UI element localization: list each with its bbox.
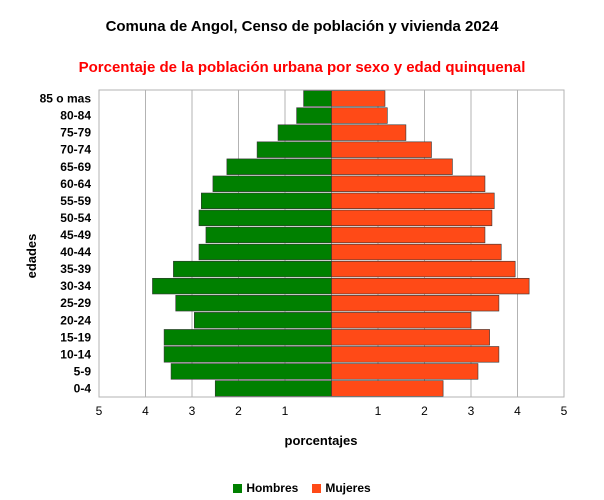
bar-mujeres-65-69 [331,158,453,175]
bar-hombres-35-39 [173,260,332,278]
legend-label-mujeres: Mujeres [325,481,371,495]
bar-hombres-5-9 [170,363,332,380]
category-label: 60-64 [60,177,91,191]
bar-hombres-20-24 [194,312,332,329]
bar-mujeres-45-49 [331,226,486,244]
legend-swatch-mujeres [312,483,322,493]
bar-hombres-75-79 [277,124,332,141]
category-label: 20-24 [60,313,91,327]
bar-hombres-65-69 [226,158,332,175]
bars [152,90,530,397]
bar-mujeres-0-4 [331,380,444,397]
x-tick-label: 4 [514,404,521,418]
category-label: 75-79 [60,126,91,140]
category-label: 85 o mas [40,92,92,106]
bar-mujeres-20-24 [331,312,472,329]
bar-mujeres-75-79 [331,124,407,141]
bar-hombres-55-59 [201,192,332,210]
legend-swatch-hombres [233,483,243,493]
category-labels: 0-4 5-9 10-14 15-19 20-24 25-29 30-34 35-39 40-4… [40,92,92,396]
bar-hombres-25-29 [175,295,332,312]
category-label: 80-84 [60,109,91,123]
legend-item-hombres: Hombres [233,481,298,495]
bar-hombres-45-49 [205,226,332,244]
y-axis-title: edades [24,234,39,279]
bar-mujeres-10-14 [331,346,500,363]
x-tick-label: 1 [375,404,382,418]
bar-mujeres-5-9 [331,363,479,380]
plot-border [98,89,565,398]
x-tick-label: 2 [421,404,428,418]
bar-mujeres-40-44 [331,243,502,261]
category-label: 10-14 [60,347,91,361]
category-label: 40-44 [60,245,91,259]
x-axis-title: porcentajes [285,433,358,448]
bar-hombres-70-74 [256,141,332,158]
category-label: 5-9 [74,364,92,378]
category-label: 35-39 [60,262,91,276]
category-label: 30-34 [60,279,91,293]
x-tick-labels: 5 4 3 2 1 1 2 3 4 5 [96,404,568,418]
chart-title: Comuna de Angol, Censo de población y vi… [105,18,499,35]
category-label: 45-49 [60,228,91,242]
plot-frame [98,89,565,398]
x-tick-label: 5 [96,404,103,418]
bar-hombres-80-84 [296,107,332,124]
bar-mujeres-80-84 [331,107,388,124]
bar-mujeres-60-64 [331,175,486,192]
legend: Hombres Mujeres [0,481,604,495]
bar-mujeres-25-29 [331,295,500,312]
x-tick-label: 2 [235,404,242,418]
bar-hombres-85-o-mas [303,90,332,107]
bar-hombres-60-64 [212,175,332,192]
x-tick-label: 5 [561,404,568,418]
bar-mujeres-70-74 [331,141,432,158]
category-label: 70-74 [60,143,91,157]
bar-mujeres-15-19 [331,329,490,346]
chart-subtitle: Porcentaje de la población urbana por se… [78,59,526,76]
x-tick-label: 3 [189,404,196,418]
category-label: 0-4 [74,381,92,395]
bar-hombres-0-4 [214,380,332,397]
bar-hombres-50-54 [198,209,332,227]
x-tick-label: 1 [282,404,289,418]
bar-mujeres-50-54 [331,209,493,227]
category-label: 25-29 [60,296,91,310]
bar-mujeres-55-59 [331,192,495,210]
bar-mujeres-35-39 [331,260,516,278]
category-label: 65-69 [60,160,91,174]
legend-label-hombres: Hombres [246,481,299,495]
bar-mujeres-30-34 [331,277,530,295]
x-tick-label: 4 [142,404,149,418]
bar-hombres-15-19 [163,329,332,346]
bar-hombres-40-44 [198,243,332,261]
category-label: 15-19 [60,330,91,344]
legend-item-mujeres: Mujeres [312,481,371,495]
x-tick-label: 3 [468,404,475,418]
bar-hombres-30-34 [152,277,332,295]
bar-hombres-10-14 [163,346,332,363]
bar-mujeres-85-o-mas [331,90,386,107]
category-label: 50-54 [60,211,91,225]
category-label: 55-59 [60,194,91,208]
